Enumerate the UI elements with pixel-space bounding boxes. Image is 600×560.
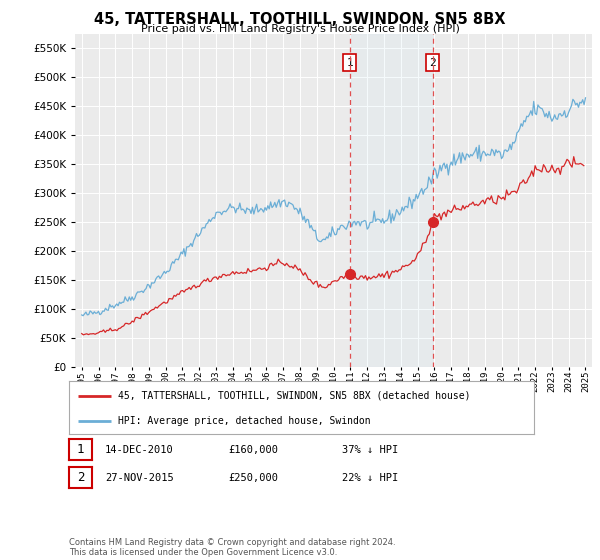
Text: 1: 1	[77, 443, 84, 456]
Text: 37% ↓ HPI: 37% ↓ HPI	[342, 445, 398, 455]
Text: 1: 1	[346, 58, 353, 68]
Text: 22% ↓ HPI: 22% ↓ HPI	[342, 473, 398, 483]
Text: 14-DEC-2010: 14-DEC-2010	[105, 445, 174, 455]
Text: HPI: Average price, detached house, Swindon: HPI: Average price, detached house, Swin…	[118, 416, 370, 426]
Text: Contains HM Land Registry data © Crown copyright and database right 2024.
This d: Contains HM Land Registry data © Crown c…	[69, 538, 395, 557]
Text: 27-NOV-2015: 27-NOV-2015	[105, 473, 174, 483]
Bar	[350, 34, 433, 367]
Text: 2: 2	[429, 58, 436, 68]
Text: £250,000: £250,000	[228, 473, 278, 483]
Text: 45, TATTERSHALL, TOOTHILL, SWINDON, SN5 8BX (detached house): 45, TATTERSHALL, TOOTHILL, SWINDON, SN5 …	[118, 391, 470, 401]
Text: 2: 2	[77, 471, 84, 484]
Text: £160,000: £160,000	[228, 445, 278, 455]
Text: 45, TATTERSHALL, TOOTHILL, SWINDON, SN5 8BX: 45, TATTERSHALL, TOOTHILL, SWINDON, SN5 …	[94, 12, 506, 27]
Text: Price paid vs. HM Land Registry's House Price Index (HPI): Price paid vs. HM Land Registry's House …	[140, 24, 460, 34]
